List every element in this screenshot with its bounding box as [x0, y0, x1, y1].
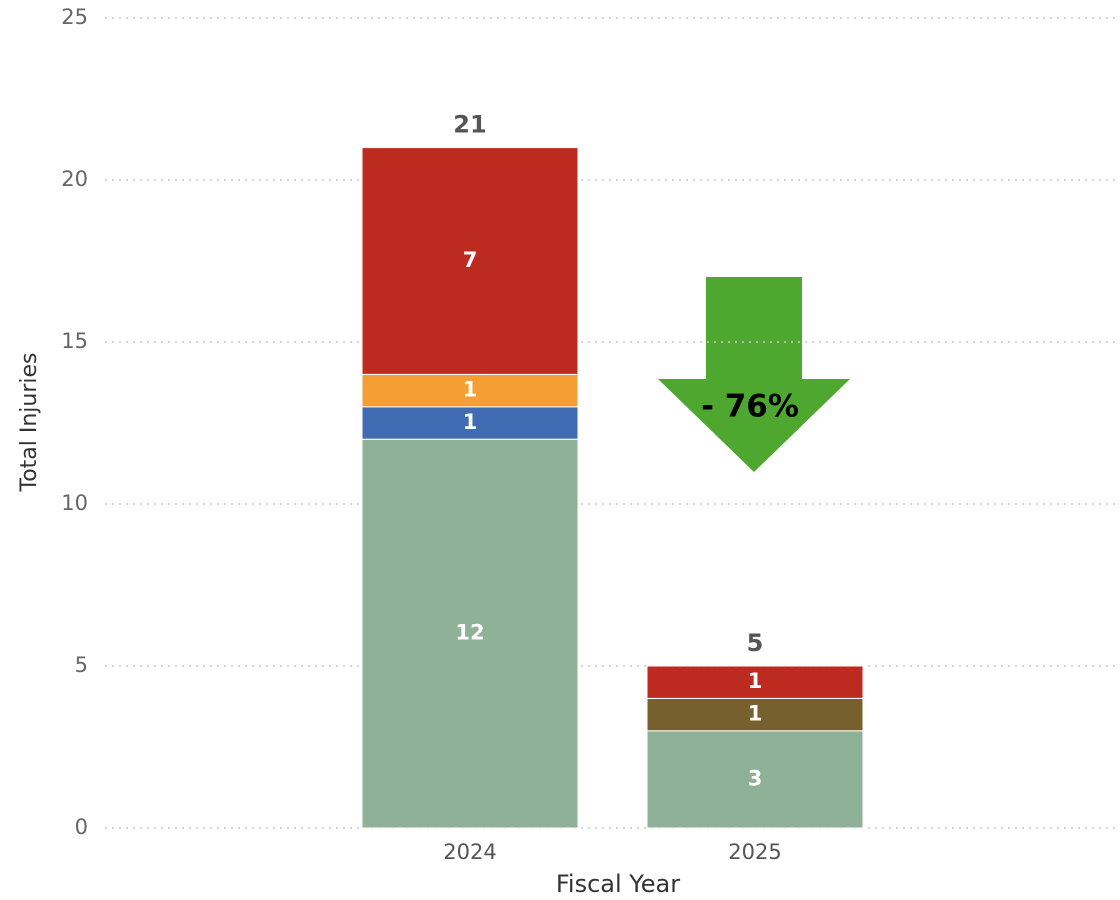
- bar-segment: [646, 665, 864, 699]
- bar-segment: [646, 697, 864, 732]
- total-label: 5: [747, 629, 764, 657]
- data-label: 7: [463, 248, 478, 272]
- y-tick-label: 25: [61, 5, 88, 29]
- x-axis-title: Fiscal Year: [556, 870, 680, 898]
- x-tick-label: 2024: [443, 840, 496, 864]
- bar-segment: [361, 438, 579, 829]
- annotation: - 76%: [701, 389, 799, 425]
- bar-segment: [646, 730, 864, 829]
- data-label: 3: [748, 766, 763, 790]
- data-label: 12: [455, 621, 484, 645]
- data-label: 1: [463, 378, 478, 402]
- y-tick-label: 0: [75, 815, 88, 839]
- total-label: 21: [453, 111, 486, 139]
- x-tick-label: 2025: [728, 840, 781, 864]
- data-label: 1: [463, 410, 478, 434]
- y-tick-label: 20: [61, 167, 88, 191]
- y-tick-label: 15: [61, 329, 88, 353]
- bar-segment: [361, 147, 579, 375]
- bar-segment: [361, 373, 579, 408]
- y-tick-label: 5: [75, 653, 88, 677]
- y-axis-title: Total Injuries: [17, 352, 42, 492]
- y-tick-label: 10: [61, 491, 88, 515]
- data-label: 1: [748, 669, 763, 693]
- data-label: 1: [748, 702, 763, 726]
- arrow: [658, 277, 850, 472]
